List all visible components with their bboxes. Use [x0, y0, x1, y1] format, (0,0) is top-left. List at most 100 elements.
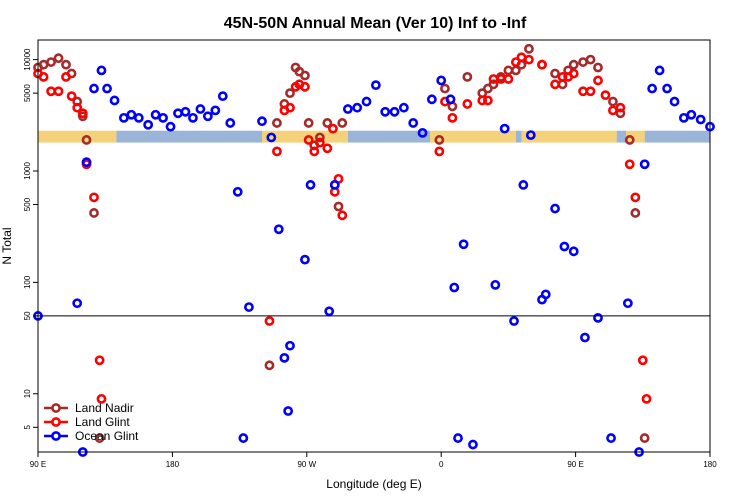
point-ocean-glint	[89, 83, 99, 94]
band-segment-land	[626, 130, 645, 143]
point-ocean-glint	[606, 433, 616, 443]
point-land-nadir	[503, 65, 514, 76]
point-land-glint	[337, 210, 348, 221]
point-ocean-glint	[445, 94, 456, 105]
band-segment-ocean	[347, 130, 430, 143]
band-segment-ocean	[644, 130, 710, 143]
point-land-glint	[61, 71, 71, 82]
point-land-glint	[578, 86, 588, 97]
point-land-nadir	[46, 57, 56, 67]
point-land-nadir	[303, 118, 314, 128]
point-land-nadir	[578, 57, 588, 67]
point-ocean-glint	[398, 102, 409, 113]
point-land-glint	[477, 95, 488, 106]
point-land-nadir	[568, 59, 579, 70]
point-land-nadir	[550, 68, 560, 79]
point-ocean-glint	[639, 159, 650, 170]
point-land-glint	[264, 316, 275, 326]
point-ocean-glint	[559, 241, 570, 252]
point-land-glint	[285, 102, 295, 113]
point-land-nadir	[272, 118, 282, 128]
point-ocean-glint	[72, 298, 83, 309]
point-land-nadir	[264, 360, 275, 371]
legend-label-land-glint: Land Glint	[75, 415, 130, 429]
x-tick-label: 90 E	[30, 460, 46, 469]
point-land-nadir	[53, 53, 64, 64]
y-tick-label: 100	[23, 275, 32, 289]
point-ocean-glint	[525, 130, 536, 141]
legend-label-land-nadir: Land Nadir	[75, 401, 134, 415]
point-land-glint	[510, 57, 521, 67]
point-ocean-glint	[568, 246, 579, 257]
point-land-glint	[568, 68, 579, 79]
point-land-nadir	[488, 79, 499, 90]
band-segment-land	[262, 130, 348, 143]
point-ocean-glint	[232, 186, 243, 197]
point-ocean-glint	[238, 433, 249, 443]
point-land-glint	[328, 123, 338, 134]
point-land-glint	[314, 137, 325, 148]
point-land-nadir	[322, 118, 333, 128]
point-ocean-glint	[283, 406, 294, 416]
point-land-glint	[608, 105, 618, 116]
point-ocean-glint	[458, 239, 469, 250]
point-ocean-glint	[273, 224, 284, 235]
x-tick-label: 180	[166, 460, 180, 469]
series-land-glint	[33, 52, 652, 404]
point-ocean-glint	[408, 118, 419, 128]
point-land-nadir	[333, 201, 344, 212]
plot-frame	[37, 39, 711, 453]
x-axis: 90 E 180 90 W 0 90 E 180	[30, 452, 717, 469]
point-ocean-glint	[654, 65, 665, 76]
point-ocean-glint	[279, 352, 290, 363]
point-ocean-glint	[158, 112, 168, 123]
y-tick-label: 50	[23, 311, 32, 320]
point-land-glint	[503, 74, 514, 84]
point-ocean-glint	[468, 439, 478, 450]
point-land-nadir	[314, 132, 325, 143]
point-ocean-glint	[686, 109, 697, 120]
point-ocean-glint	[490, 279, 501, 290]
point-land-glint	[462, 99, 473, 109]
band-segment-land	[430, 130, 516, 143]
point-land-glint	[96, 393, 107, 404]
band-segment-land	[38, 130, 117, 143]
point-land-nadir	[337, 118, 348, 128]
point-ocean-glint	[342, 104, 353, 114]
point-land-glint	[600, 90, 611, 101]
point-land-glint	[300, 81, 310, 92]
point-ocean-glint	[225, 118, 236, 128]
band-segment-land	[521, 130, 617, 143]
point-land-nadir	[593, 62, 603, 73]
y-axis: 5 10 50 100 500 1000 5000 10000	[23, 48, 38, 430]
point-ocean-glint	[580, 332, 590, 343]
point-ocean-glint	[143, 119, 154, 130]
point-land-nadir	[557, 79, 568, 90]
legend-label-ocean-glint: Ocean Glint	[75, 429, 139, 443]
point-land-glint	[77, 108, 88, 119]
point-land-nadir	[38, 59, 49, 70]
point-ocean-glint	[81, 157, 92, 168]
point-ocean-glint	[361, 96, 372, 107]
point-ocean-glint	[417, 127, 428, 138]
point-ocean-glint	[96, 65, 107, 76]
point-land-glint	[630, 192, 641, 203]
point-ocean-glint	[305, 180, 316, 190]
point-ocean-glint	[695, 114, 706, 125]
point-ocean-glint	[593, 312, 603, 323]
point-land-glint	[624, 159, 635, 170]
point-ocean-glint	[118, 112, 129, 123]
point-land-nadir	[61, 59, 71, 70]
point-ocean-glint	[109, 95, 120, 106]
point-land-nadir	[630, 208, 641, 218]
point-land-glint	[593, 75, 603, 86]
point-ocean-glint	[453, 433, 463, 443]
point-land-nadir	[81, 135, 92, 145]
y-tick-label: 10000	[23, 48, 32, 71]
band-segment-ocean	[515, 130, 522, 143]
point-ocean-glint	[102, 83, 112, 94]
point-land-glint	[303, 135, 314, 145]
y-tick-label: 1000	[23, 162, 32, 180]
point-ocean-glint	[352, 102, 363, 113]
point-ocean-glint	[678, 112, 689, 123]
